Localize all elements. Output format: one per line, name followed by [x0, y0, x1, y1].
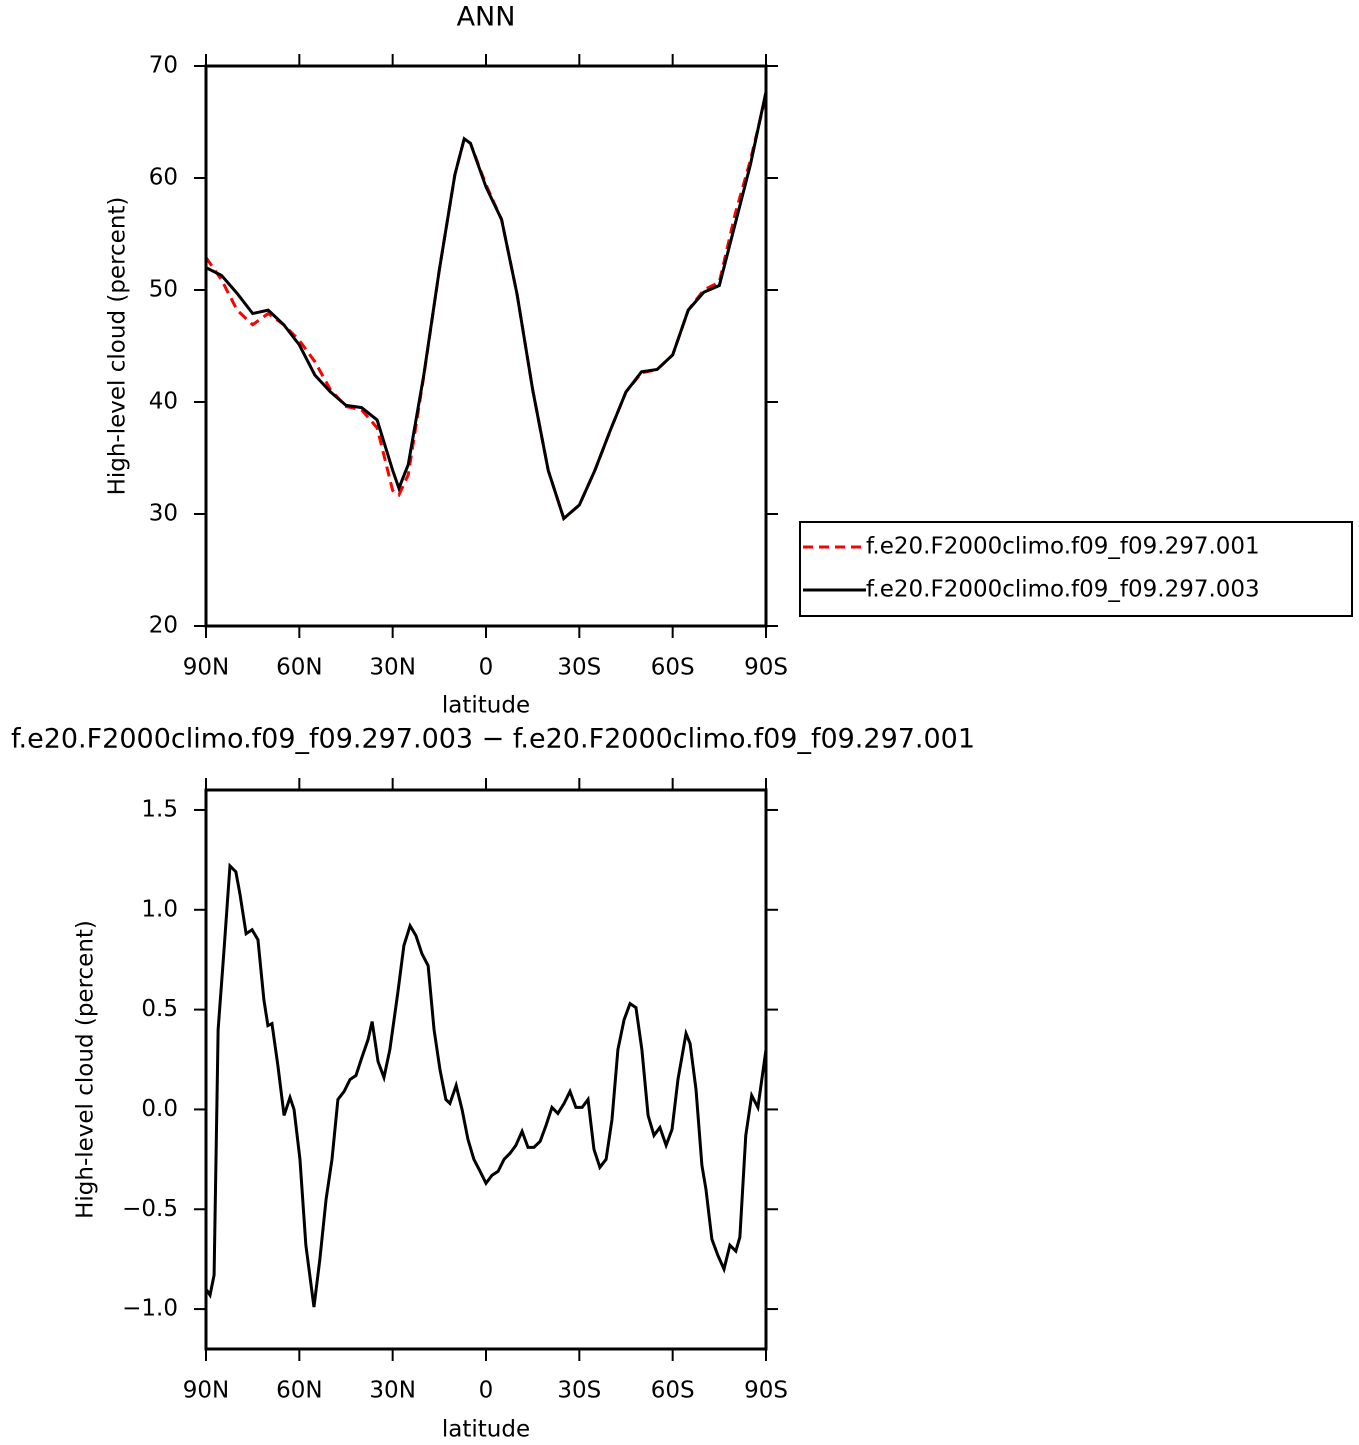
- legend-box: [799, 521, 1353, 617]
- chart-title: f.e20.F2000climo.f09_f09.297.003 − f.e20…: [11, 724, 975, 755]
- x-tick-label: 60S: [651, 1378, 695, 1404]
- y-axis-label: High-level cloud (percent): [105, 197, 131, 496]
- y-tick-label: 60: [149, 165, 178, 191]
- y-tick-label: 70: [149, 53, 178, 79]
- plot-frame: [204, 788, 768, 1351]
- y-tick-label: 0.0: [141, 1096, 178, 1122]
- x-tick-label: 0: [479, 1378, 494, 1404]
- x-tick-label: 30S: [557, 655, 601, 681]
- x-tick-label: 60S: [651, 655, 695, 681]
- x-tick-label: 0: [479, 655, 494, 681]
- y-tick-label: −0.5: [122, 1196, 178, 1222]
- y-tick-label: 40: [149, 389, 178, 415]
- x-tick-label: 60N: [276, 1378, 322, 1404]
- y-tick-label: 30: [149, 501, 178, 527]
- x-tick-label: 90N: [183, 1378, 229, 1404]
- x-tick-label: 60N: [276, 655, 322, 681]
- y-tick-label: −1.0: [122, 1296, 178, 1322]
- y-tick-label: 50: [149, 277, 178, 303]
- legend-label: f.e20.F2000climo.f09_f09.297.003: [866, 577, 1260, 603]
- x-tick-label: 30S: [557, 1378, 601, 1404]
- data-line: [204, 94, 768, 522]
- y-tick-label: 1.0: [141, 896, 178, 922]
- x-tick-label: 90N: [183, 655, 229, 681]
- y-tick-label: 0.5: [141, 996, 178, 1022]
- x-tick-label: 90S: [744, 655, 788, 681]
- x-tick-label: 90S: [744, 1378, 788, 1404]
- x-tick-label: 30N: [369, 655, 415, 681]
- x-axis-label: latitude: [442, 1417, 530, 1443]
- chart-title: ANN: [457, 2, 516, 33]
- data-line: [204, 862, 768, 1308]
- plot-frame: [204, 64, 768, 628]
- legend-label: f.e20.F2000climo.f09_f09.297.001: [866, 534, 1260, 560]
- x-axis-label: latitude: [442, 693, 530, 719]
- x-tick-label: 30N: [369, 1378, 415, 1404]
- data-line: [205, 91, 768, 522]
- y-tick-label: 20: [149, 613, 178, 639]
- y-axis-label: High-level cloud (percent): [73, 920, 99, 1219]
- y-tick-label: 1.5: [141, 796, 178, 822]
